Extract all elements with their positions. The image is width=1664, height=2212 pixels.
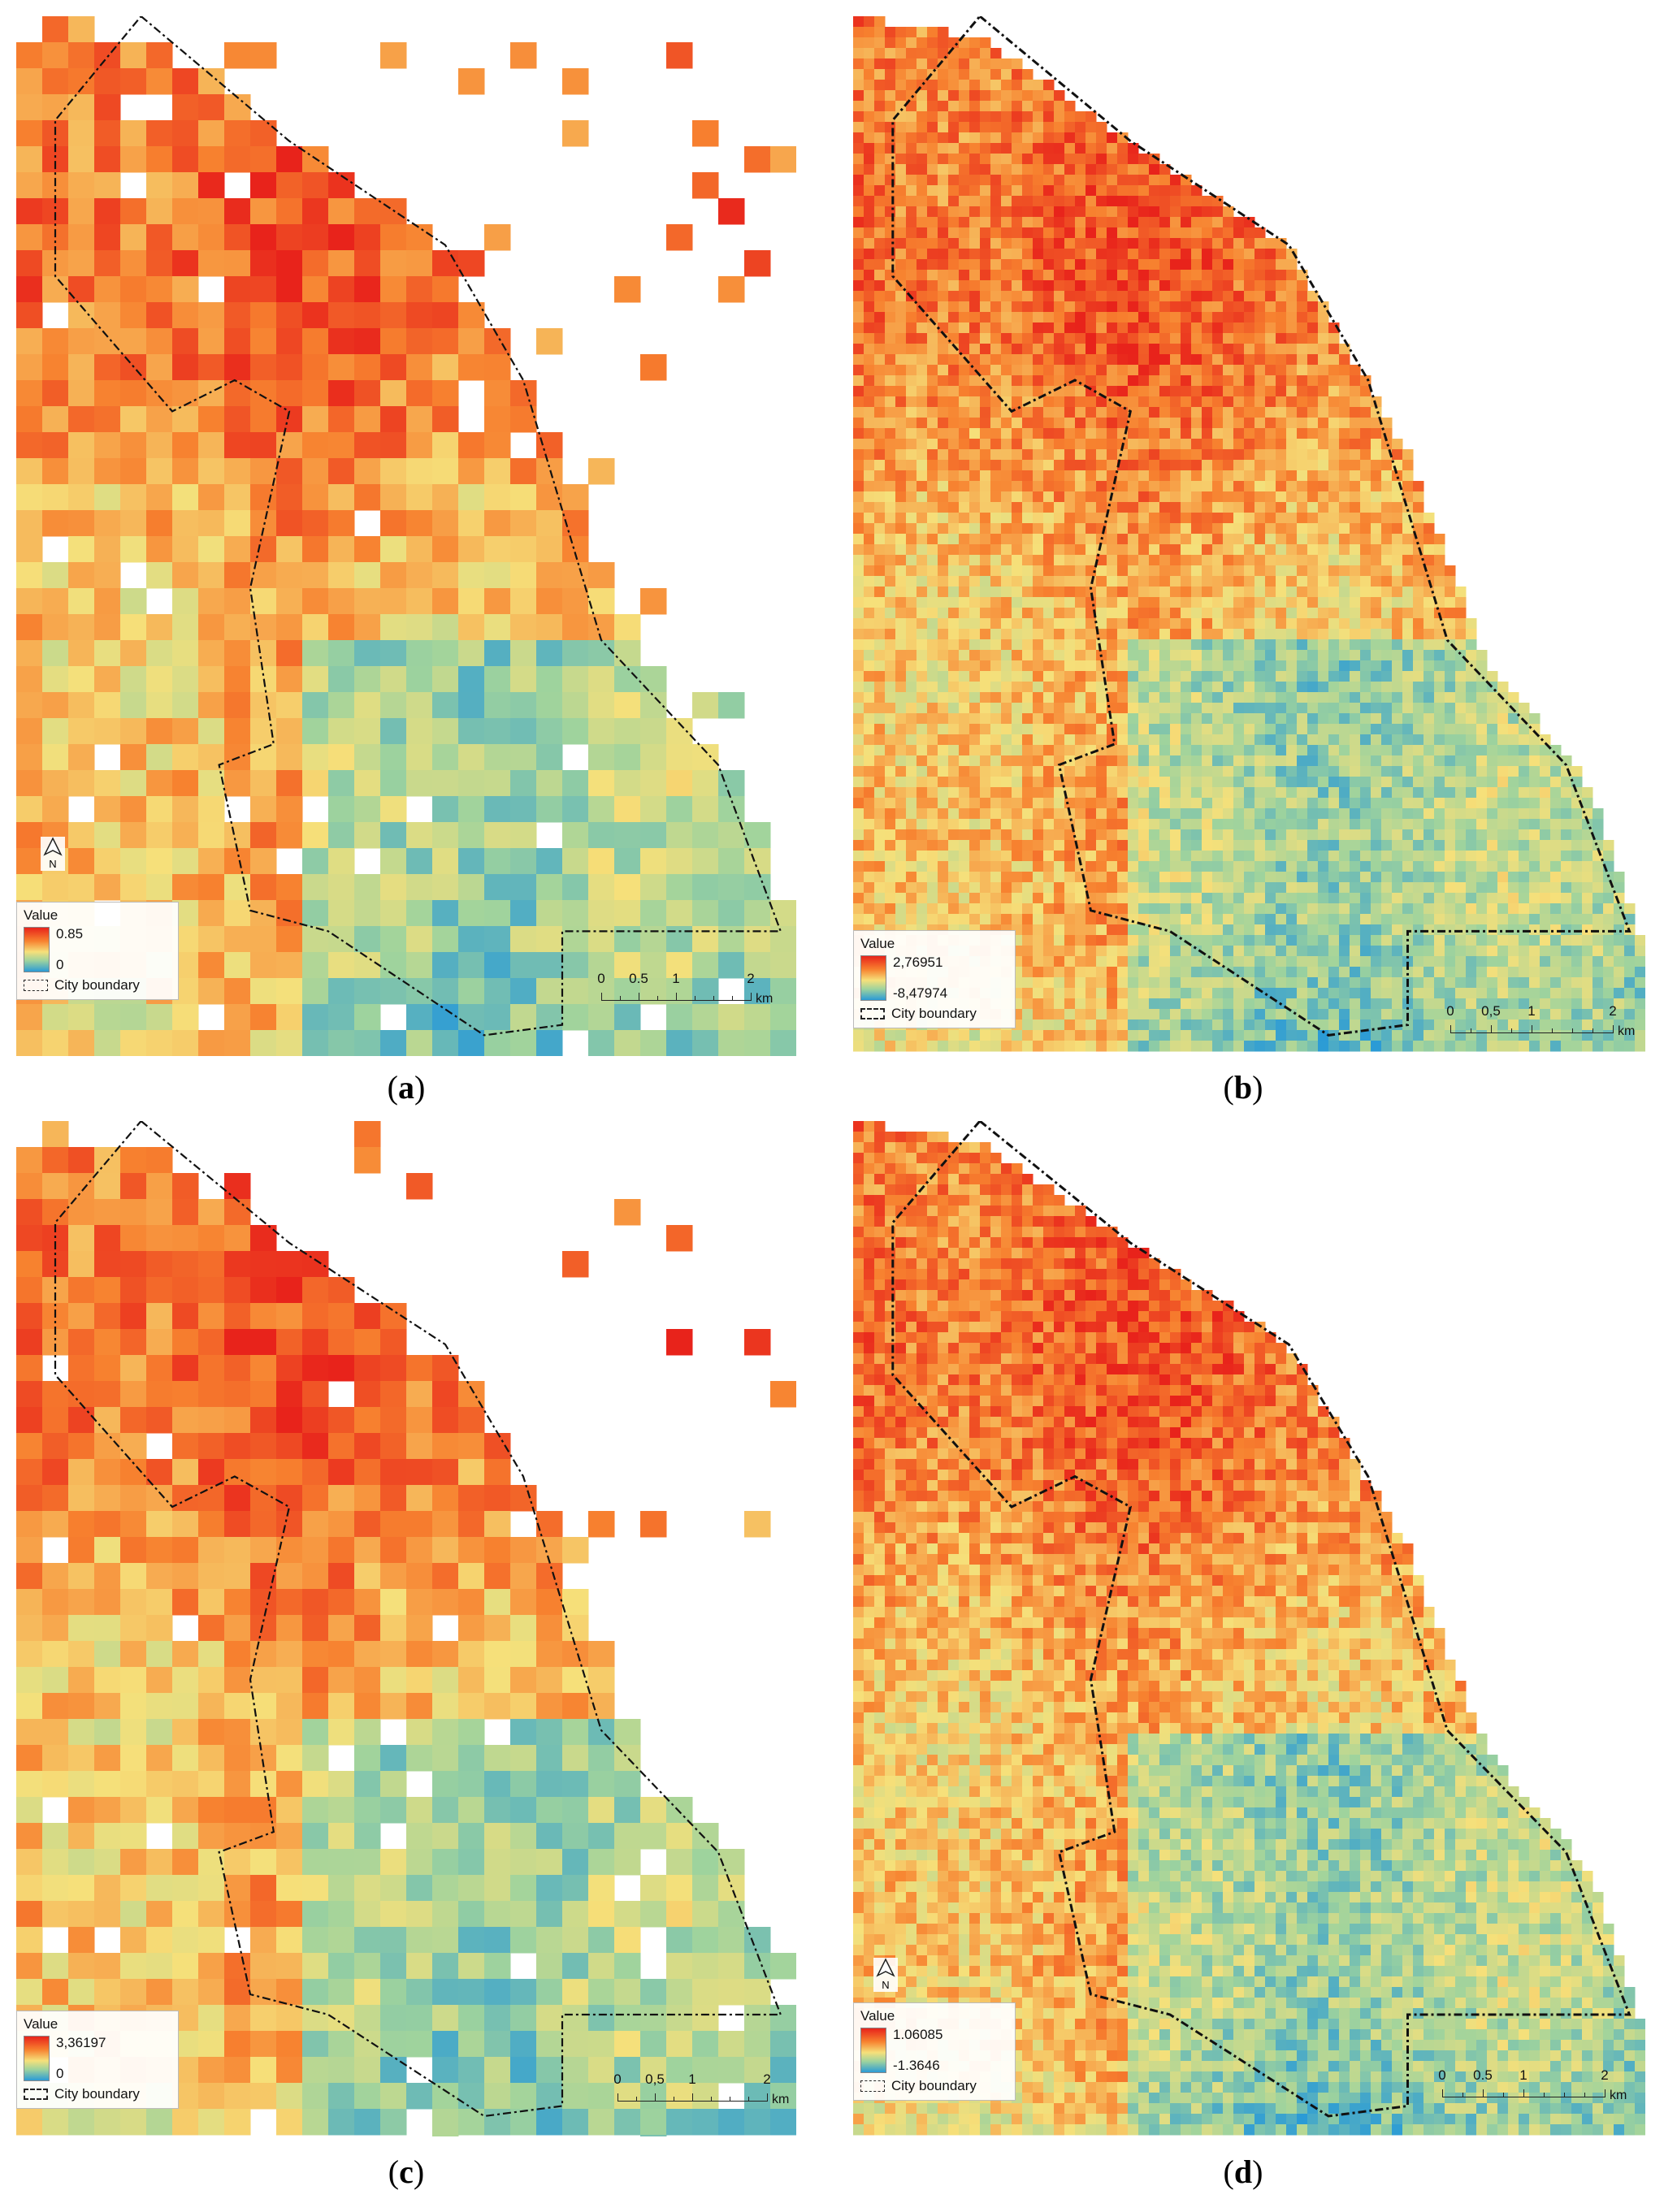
scale-tick-label: 1 <box>672 971 680 986</box>
scale-tick-label: 2 <box>763 2071 771 2087</box>
svg-text:N: N <box>49 858 56 870</box>
scale-bar: 0 0.5 1 2 km <box>597 971 773 1006</box>
boundary-symbol-icon <box>24 2089 48 2100</box>
raster-cells <box>16 16 796 1056</box>
legend-boundary-label: City boundary <box>54 977 140 993</box>
legend-min-value: -1.3646 <box>893 2058 940 2073</box>
map-panel-a: N Value 0.85 0 City boundary 0 0.5 1 2 k… <box>16 16 796 1056</box>
map-legend: Value 2,76951 -8,47974 City boundary <box>853 930 1016 1028</box>
raster-map <box>853 16 1645 1056</box>
scale-tick-label: 2 <box>1601 2067 1609 2083</box>
scale-unit: km <box>1618 1024 1636 1038</box>
raster-cells <box>853 16 1645 1052</box>
legend-color-ramp <box>24 2036 50 2081</box>
scale-tick-label: 0 <box>1446 1003 1454 1019</box>
legend-title: Value <box>860 2008 895 2024</box>
legend-max-value: 0.85 <box>56 926 84 942</box>
legend-title: Value <box>24 907 58 923</box>
scale-bar: 0 0,5 1 2 km <box>613 2071 789 2106</box>
city-boundary-line <box>891 1121 1632 2118</box>
panel-label-a: (a) <box>387 1069 426 1106</box>
boundary-symbol-icon <box>24 980 48 991</box>
scale-tick-label: 1 <box>1528 1003 1536 1019</box>
map-panel-c: Value 3,36197 0 City boundary 0 0,5 1 2 … <box>16 1121 796 2136</box>
raster-layer <box>16 1121 796 2136</box>
map-panel-b: Value 2,76951 -8,47974 City boundary 0 0… <box>853 16 1645 1056</box>
legend-min-value: -8,47974 <box>893 985 948 1001</box>
boundary-symbol-icon <box>860 2080 885 2092</box>
raster-layer <box>853 16 1645 1052</box>
north-arrow-icon: N <box>41 837 65 871</box>
legend-color-ramp <box>860 955 886 1001</box>
scale-unit: km <box>756 992 774 1006</box>
scale-tick-label: 0,5 <box>1481 1003 1501 1019</box>
scale-tick-label: 2 <box>1609 1003 1617 1019</box>
legend-color-ramp <box>24 927 50 972</box>
raster-map <box>16 16 796 1056</box>
scale-tick-label: 2 <box>747 971 755 986</box>
north-arrow-icon: N <box>873 1958 898 1992</box>
scale-tick-label: 0.5 <box>629 971 648 986</box>
legend-max-value: 1.06085 <box>893 2027 943 2042</box>
legend-min-value: 0 <box>56 957 64 972</box>
scale-bar: 0 0,5 1 2 km <box>1446 1003 1645 1038</box>
panel-label-c: (c) <box>388 2154 425 2190</box>
legend-min-value: 0 <box>56 2066 64 2081</box>
city-boundary-line <box>891 16 1632 1037</box>
map-panel-d: N Value 1.06085 -1.3646 City boundary 0 … <box>853 1121 1645 2136</box>
map-legend: Value 1.06085 -1.3646 City boundary <box>853 2002 1016 2101</box>
map-legend: Value 0.85 0 City boundary <box>16 902 179 1000</box>
scale-tick-label: 0 <box>1438 2067 1446 2083</box>
raster-layer <box>16 16 796 1056</box>
raster-map <box>16 1121 796 2136</box>
boundary-symbol-icon <box>860 1008 885 1019</box>
scale-unit: km <box>1610 2089 1627 2102</box>
legend-color-ramp <box>860 2028 886 2073</box>
raster-layer <box>853 1121 1645 2136</box>
scale-tick-label: 1 <box>1519 2067 1528 2083</box>
scale-tick-label: 0.5 <box>1473 2067 1493 2083</box>
legend-max-value: 2,76951 <box>893 954 943 970</box>
raster-map <box>853 1121 1645 2136</box>
scale-tick-label: 0 <box>597 971 605 986</box>
legend-max-value: 3,36197 <box>56 2035 106 2050</box>
panel-label-b: (b) <box>1223 1069 1263 1106</box>
raster-cells <box>853 1121 1645 2136</box>
legend-title: Value <box>860 936 895 951</box>
scale-tick-label: 0 <box>613 2071 622 2087</box>
legend-boundary-label: City boundary <box>891 1006 977 1021</box>
legend-title: Value <box>24 2016 58 2032</box>
legend-boundary-label: City boundary <box>891 2078 977 2093</box>
city-boundary-line <box>54 16 782 1037</box>
scale-unit: km <box>772 2093 790 2106</box>
raster-cells <box>16 1121 796 2136</box>
panel-label-d: (d) <box>1223 2154 1263 2190</box>
scale-tick-label: 0,5 <box>645 2071 665 2087</box>
scale-bar: 0 0.5 1 2 km <box>1438 2067 1637 2102</box>
city-boundary-line <box>54 1121 782 2118</box>
scale-tick-label: 1 <box>688 2071 696 2087</box>
legend-boundary-label: City boundary <box>54 2086 140 2102</box>
map-legend: Value 3,36197 0 City boundary <box>16 2011 179 2109</box>
